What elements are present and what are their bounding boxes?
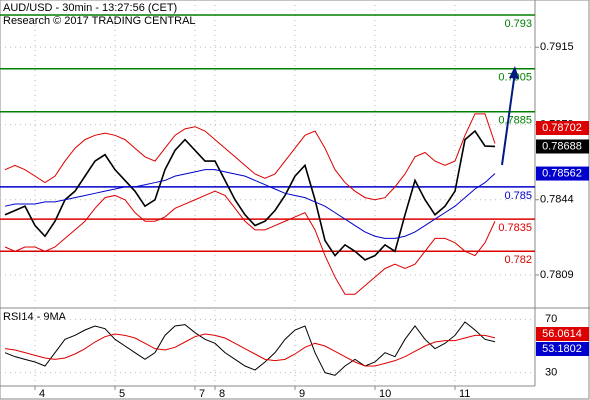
arrow-head — [509, 66, 519, 79]
x-tick-label: 5 — [119, 388, 125, 400]
price-line — [4, 129, 496, 261]
x-tick-label: 11 — [459, 388, 470, 400]
level-label: 0.7885 — [498, 115, 532, 127]
ma-value-bg — [536, 166, 589, 181]
upper-band-value: 0.78702 — [542, 122, 582, 134]
x-tick-label: 10 — [379, 388, 391, 400]
upper-band-value-bg — [536, 121, 589, 135]
x-tick-label: 8 — [219, 388, 225, 400]
rsi-line — [4, 321, 496, 376]
rsi-title: RSI14 - 9MA — [3, 311, 67, 323]
arrow-line — [501, 71, 516, 166]
price-value-bg — [536, 139, 589, 154]
level-label: 0.7835 — [498, 222, 532, 234]
upper-band — [4, 113, 496, 201]
rsi-value-bg — [536, 342, 589, 356]
rsi-value: 53.1802 — [542, 343, 582, 355]
y-tick-label: 0.7915 — [540, 41, 574, 53]
level-label: 0.782 — [504, 254, 532, 266]
rsi-ma — [4, 333, 496, 367]
lower-band — [4, 190, 496, 295]
x-tick-label: 9 — [299, 388, 305, 400]
ma-value: 0.78562 — [542, 167, 582, 179]
y-tick-label: 70 — [545, 313, 557, 325]
x-tick-label: 4 — [39, 388, 45, 400]
moving-average — [4, 169, 496, 239]
level-label: 0.793 — [504, 18, 532, 30]
chart-subtitle: Research © 2017 TRADING CENTRAL — [3, 15, 196, 27]
y-tick-label: 0.7809 — [540, 269, 574, 281]
forecast-arrow — [501, 66, 519, 166]
rsi-ma-value-bg — [536, 327, 589, 341]
price-value: 0.78688 — [542, 140, 582, 152]
rsi-ma-value: 56.0614 — [542, 328, 582, 340]
chart-title: AUD/USD - 30min - 13:27:56 (CET) — [3, 2, 177, 14]
y-tick-label: 30 — [545, 367, 557, 379]
level-label: 0.785 — [504, 190, 532, 202]
x-tick-label: 7 — [199, 388, 205, 400]
y-tick-label: 0.7844 — [540, 194, 574, 206]
